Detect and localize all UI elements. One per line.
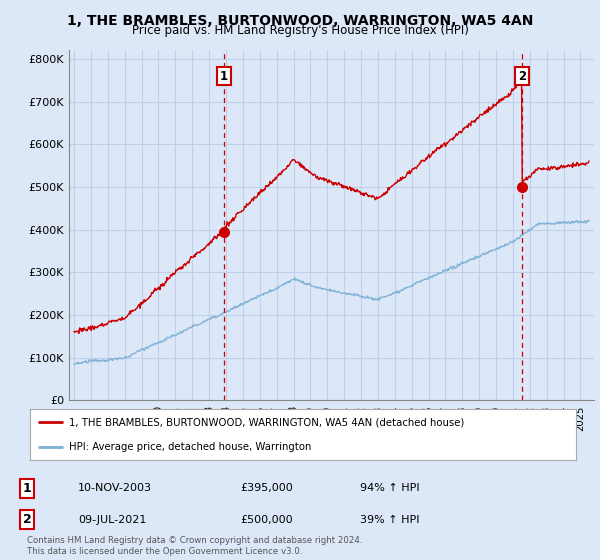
Text: 1, THE BRAMBLES, BURTONWOOD, WARRINGTON, WA5 4AN: 1, THE BRAMBLES, BURTONWOOD, WARRINGTON,… (67, 14, 533, 28)
Text: £500,000: £500,000 (240, 515, 293, 525)
Text: 94% ↑ HPI: 94% ↑ HPI (360, 483, 419, 493)
Text: HPI: Average price, detached house, Warrington: HPI: Average price, detached house, Warr… (70, 442, 311, 452)
Text: 1: 1 (220, 69, 227, 82)
Text: £395,000: £395,000 (240, 483, 293, 493)
Text: 39% ↑ HPI: 39% ↑ HPI (360, 515, 419, 525)
Text: 2: 2 (23, 513, 31, 526)
Text: 09-JUL-2021: 09-JUL-2021 (78, 515, 146, 525)
Text: 2: 2 (518, 69, 526, 82)
Text: Contains HM Land Registry data © Crown copyright and database right 2024.
This d: Contains HM Land Registry data © Crown c… (27, 536, 362, 556)
Text: Price paid vs. HM Land Registry's House Price Index (HPI): Price paid vs. HM Land Registry's House … (131, 24, 469, 36)
Text: 1, THE BRAMBLES, BURTONWOOD, WARRINGTON, WA5 4AN (detached house): 1, THE BRAMBLES, BURTONWOOD, WARRINGTON,… (70, 417, 464, 427)
Text: 10-NOV-2003: 10-NOV-2003 (78, 483, 152, 493)
Text: 1: 1 (23, 482, 31, 495)
